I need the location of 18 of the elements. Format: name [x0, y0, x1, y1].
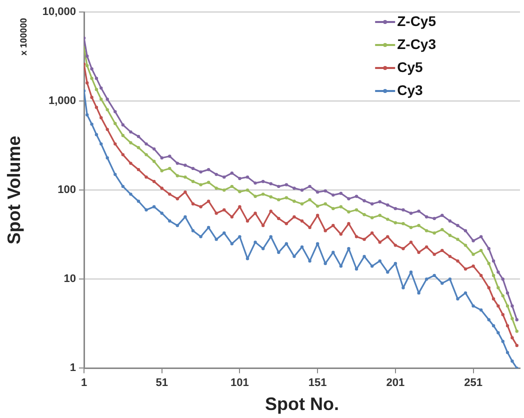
y-tick-label: 10,000	[42, 6, 76, 18]
x-tick-label: 51	[156, 376, 168, 389]
legend-label: Z-Cy3	[397, 36, 436, 52]
y-tick-label: 10	[64, 273, 76, 286]
x-tick-label: 201	[386, 376, 405, 389]
x-tick-label: 251	[464, 376, 482, 389]
legend-label: Cy5	[397, 58, 423, 75]
x-tick-label: 151	[308, 376, 327, 389]
legend-label: Z-Cy5	[397, 12, 436, 29]
text: x 100000	[18, 18, 28, 56]
x-axis-title: Spot No.	[265, 394, 339, 414]
y-tick-label: 1,000	[48, 95, 76, 108]
y-tick-label: 1	[70, 362, 76, 374]
x-tick-label: 101	[230, 376, 249, 389]
legend-label: Cy3	[397, 82, 423, 98]
y-axis-title: Spot Volume	[4, 136, 24, 244]
y-tick-label: 100	[58, 184, 76, 196]
x-tick-label: 1	[80, 376, 88, 389]
